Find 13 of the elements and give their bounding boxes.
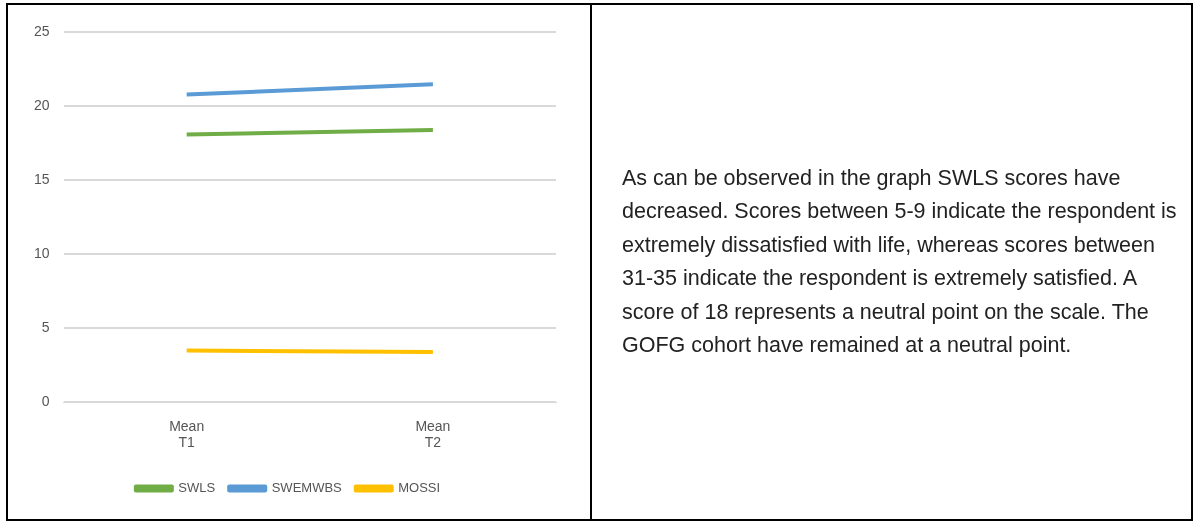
y-tick-label: 15: [33, 171, 50, 188]
x-tick-label: Mean T2: [415, 417, 451, 451]
legend-label: SWEMWBS: [271, 480, 343, 496]
table-cell: SWLS SWEMWBS MOSSI Mean T1 Mean T2 0 5 10 15 20 25: [8, 5, 592, 519]
x-tick-label: Mean T1: [169, 417, 205, 451]
legend-label: SWLS: [178, 480, 216, 496]
legend-label: MOSSI: [398, 480, 441, 496]
y-tick-label: 10: [33, 245, 50, 262]
text: As can be observed in the graph SWLS scores have decreased. Scores between 5-9 indicate the respondent is extremely dissatisfied with life, whereas scores between 31-35 indicate the respondent is extremely satisfied. A score of 18 represents a neutral point on the scale. The GOFG cohort have remained at a neutral point.: [622, 164, 1178, 359]
y-tick-label: 25: [33, 23, 50, 40]
y-tick-label: 5: [41, 319, 50, 336]
y-tick-label: 20: [33, 97, 50, 114]
y-tick-label: 0: [41, 393, 50, 410]
